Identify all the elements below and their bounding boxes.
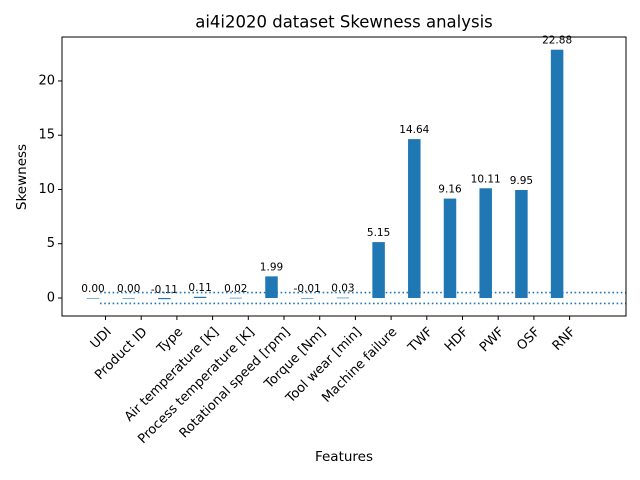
value-label: 1.99 (260, 261, 283, 273)
bar (515, 190, 528, 298)
y-tick-label: 5 (47, 236, 55, 251)
y-tick-label: 10 (38, 182, 55, 197)
value-label: 5.15 (367, 227, 390, 239)
bar (86, 297, 100, 299)
bar (443, 198, 457, 298)
bar (336, 297, 350, 299)
axes-frame (61, 36, 627, 317)
value-label: -0.11 (151, 284, 178, 296)
value-label: 0.02 (224, 283, 247, 295)
y-tick-label: 20 (38, 73, 55, 88)
x-tick-label: PWF (477, 325, 508, 356)
value-label: 14.64 (399, 124, 429, 136)
bar (300, 297, 314, 299)
x-axis-label: Features (315, 449, 373, 465)
bar (265, 276, 278, 298)
value-label: 22.88 (542, 35, 572, 47)
value-label: 10.11 (471, 173, 501, 185)
x-tick-label: RNF (550, 325, 579, 354)
x-tick-label: OSF (514, 325, 543, 354)
bar (158, 297, 171, 300)
value-label: -0.01 (294, 283, 321, 295)
y-tick-label: 0 (47, 290, 55, 305)
bar (122, 297, 135, 299)
x-tick-label: HDF (442, 325, 472, 355)
bar (229, 297, 243, 299)
bar (550, 49, 564, 298)
y-axis-label: Skewness (14, 144, 30, 210)
bar (372, 242, 385, 298)
bar (479, 188, 492, 298)
chart-title: ai4i2020 dataset Skewness analysis (195, 13, 493, 32)
x-tick-label: TWF (405, 325, 436, 356)
value-label: 9.95 (510, 175, 533, 187)
x-tick-label: UDI (88, 325, 115, 352)
bar (193, 296, 207, 298)
value-label: 0.00 (117, 283, 140, 295)
value-label: 9.16 (438, 184, 462, 196)
y-tick-label: 15 (38, 128, 55, 143)
value-label: 0.11 (188, 282, 211, 294)
value-label: 0.00 (81, 283, 104, 295)
x-tick-label: Type (154, 325, 186, 357)
value-label: 0.03 (331, 283, 354, 295)
bar (408, 139, 421, 298)
